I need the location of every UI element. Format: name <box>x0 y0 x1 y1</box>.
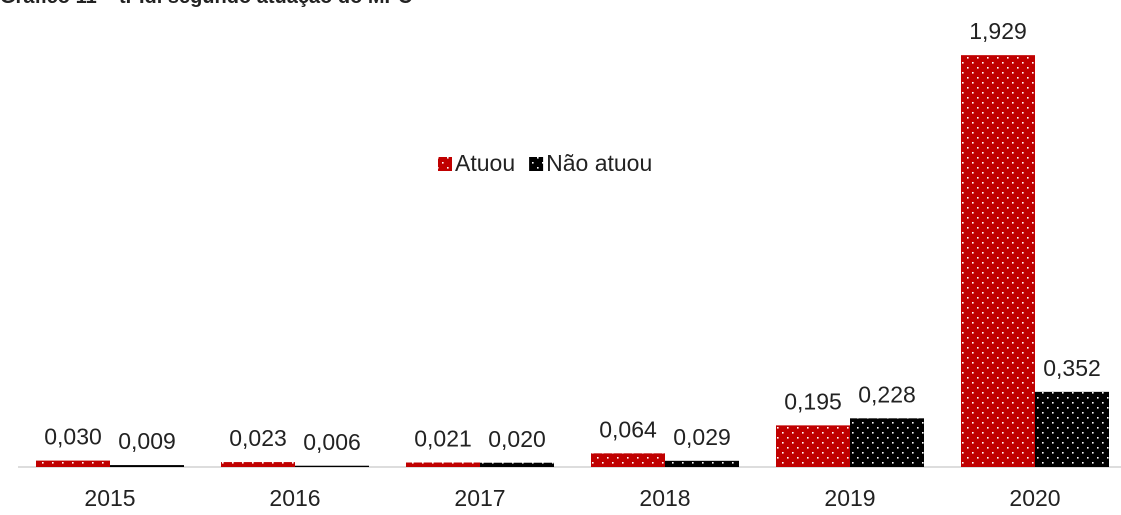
x-tick-label: 2020 <box>1009 485 1060 511</box>
data-label: 0,228 <box>858 381 916 407</box>
bar <box>480 462 554 467</box>
legend-swatch <box>438 157 452 171</box>
data-label: 0,029 <box>673 424 731 450</box>
x-tick-label: 2019 <box>824 485 875 511</box>
bar <box>961 55 1035 467</box>
bar <box>1035 391 1109 467</box>
legend-swatch <box>529 157 544 171</box>
data-label: 0,195 <box>784 388 842 414</box>
chart-title: Gráfico 11 – tPIdi segundo atuação do MP… <box>0 0 412 8</box>
bar <box>406 462 480 467</box>
data-label: 0,020 <box>488 426 546 452</box>
data-label: 0,023 <box>229 425 287 451</box>
bar <box>36 460 110 467</box>
legend-label: Não atuou <box>546 150 652 176</box>
data-label: 0,064 <box>599 416 657 442</box>
bar <box>110 465 184 467</box>
x-tick-label: 2015 <box>84 485 135 511</box>
bar <box>776 425 850 467</box>
x-tick-label: 2016 <box>269 485 320 511</box>
data-label: 0,021 <box>414 426 472 452</box>
x-tick-label: 2018 <box>639 485 690 511</box>
bar <box>665 460 739 467</box>
bar <box>591 453 665 467</box>
data-label: 0,009 <box>118 428 176 454</box>
data-label: 0,352 <box>1043 355 1101 381</box>
bar <box>850 418 924 467</box>
bar <box>295 465 369 467</box>
bar <box>221 462 295 467</box>
data-label: 0,030 <box>44 424 102 450</box>
x-tick-label: 2017 <box>454 485 505 511</box>
data-label: 0,006 <box>303 429 361 455</box>
legend-label: Atuou <box>455 150 515 176</box>
data-label: 1,929 <box>969 18 1027 44</box>
